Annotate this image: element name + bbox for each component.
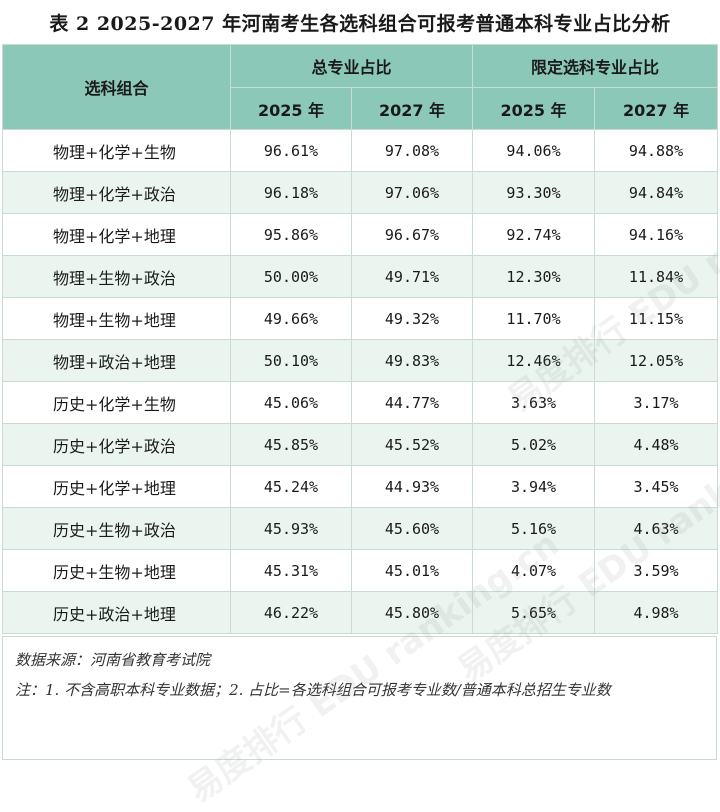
value-cell: 46.22% [230, 591, 352, 634]
value-cell: 45.06% [230, 381, 352, 424]
value-cell: 12.05% [594, 339, 719, 382]
value-cell: 96.61% [230, 129, 352, 172]
value-cell: 4.48% [594, 423, 719, 466]
value-cell: 45.24% [230, 465, 352, 508]
value-cell: 45.01% [350, 549, 474, 592]
table-row: 物理+政治+地理 50.10% 49.83% 12.46% 12.05% [2, 339, 719, 382]
header-combo: 选科组合 [2, 44, 231, 130]
value-cell: 11.70% [472, 297, 596, 340]
header-year: 2027 年 [594, 87, 719, 130]
table-row: 历史+政治+地理 46.22% 45.80% 5.65% 4.98% [2, 591, 719, 634]
combo-cell: 历史+政治+地理 [2, 591, 231, 634]
combo-cell: 历史+生物+政治 [2, 507, 231, 550]
value-cell: 44.93% [350, 465, 474, 508]
header-total-share: 总专业占比 [229, 44, 474, 88]
value-cell: 5.16% [472, 507, 596, 550]
source-note: 数据来源：河南省教育考试院 [15, 651, 211, 669]
value-cell: 11.15% [594, 297, 719, 340]
combo-cell: 物理+生物+地理 [2, 297, 231, 340]
table-row: 物理+生物+地理 49.66% 49.32% 11.70% 11.15% [2, 297, 719, 340]
combo-cell: 历史+化学+生物 [2, 381, 231, 424]
value-cell: 3.94% [472, 465, 596, 508]
combo-cell: 物理+化学+政治 [2, 171, 231, 214]
value-cell: 12.30% [472, 255, 596, 298]
table-row: 物理+生物+政治 50.00% 49.71% 12.30% 11.84% [2, 255, 719, 298]
footnote: 注：1. 不含高职本科专业数据；2. 占比=各选科组合可报考专业数/普通本科总招… [15, 681, 611, 699]
table-row: 历史+化学+政治 45.85% 45.52% 5.02% 4.48% [2, 423, 719, 466]
data-table: 选科组合 总专业占比 限定选科专业占比 2025 年 2027 年 2025 年… [2, 44, 719, 634]
value-cell: 96.67% [350, 213, 474, 256]
header-year: 2025 年 [230, 87, 352, 130]
value-cell: 50.10% [230, 339, 352, 382]
value-cell: 49.71% [350, 255, 474, 298]
header-year: 2025 年 [472, 87, 596, 130]
value-cell: 97.08% [350, 129, 474, 172]
value-cell: 94.16% [594, 213, 719, 256]
value-cell: 93.30% [472, 171, 596, 214]
value-cell: 4.07% [472, 549, 596, 592]
header-limited-share: 限定选科专业占比 [472, 44, 719, 88]
value-cell: 3.17% [594, 381, 719, 424]
combo-cell: 历史+化学+政治 [2, 423, 231, 466]
combo-cell: 历史+生物+地理 [2, 549, 231, 592]
value-cell: 12.46% [472, 339, 596, 382]
value-cell: 45.93% [230, 507, 352, 550]
combo-cell: 物理+化学+地理 [2, 213, 231, 256]
value-cell: 49.32% [350, 297, 474, 340]
notes-box: 数据来源：河南省教育考试院 注：1. 不含高职本科专业数据；2. 占比=各选科组… [2, 636, 717, 760]
value-cell: 45.80% [350, 591, 474, 634]
value-cell: 4.63% [594, 507, 719, 550]
value-cell: 5.65% [472, 591, 596, 634]
value-cell: 45.52% [350, 423, 474, 466]
value-cell: 50.00% [230, 255, 352, 298]
header-year: 2027 年 [350, 87, 474, 130]
value-cell: 3.63% [472, 381, 596, 424]
value-cell: 49.66% [230, 297, 352, 340]
value-cell: 95.86% [230, 213, 352, 256]
value-cell: 5.02% [472, 423, 596, 466]
value-cell: 49.83% [350, 339, 474, 382]
combo-cell: 物理+化学+生物 [2, 129, 231, 172]
table-row: 历史+生物+地理 45.31% 45.01% 4.07% 3.59% [2, 549, 719, 592]
table-row: 历史+化学+地理 45.24% 44.93% 3.94% 3.45% [2, 465, 719, 508]
value-cell: 92.74% [472, 213, 596, 256]
value-cell: 94.88% [594, 129, 719, 172]
value-cell: 11.84% [594, 255, 719, 298]
combo-cell: 历史+化学+地理 [2, 465, 231, 508]
value-cell: 94.84% [594, 171, 719, 214]
table-row: 物理+化学+生物 96.61% 97.08% 94.06% 94.88% [2, 129, 719, 172]
table-row: 历史+生物+政治 45.93% 45.60% 5.16% 4.63% [2, 507, 719, 550]
table-title: 表 2 2025-2027 年河南考生各选科组合可报考普通本科专业占比分析 [49, 12, 671, 35]
value-cell: 4.98% [594, 591, 719, 634]
value-cell: 94.06% [472, 129, 596, 172]
value-cell: 97.06% [350, 171, 474, 214]
table-row: 物理+化学+地理 95.86% 96.67% 92.74% 94.16% [2, 213, 719, 256]
value-cell: 3.45% [594, 465, 719, 508]
combo-cell: 物理+生物+政治 [2, 255, 231, 298]
value-cell: 96.18% [230, 171, 352, 214]
value-cell: 45.60% [350, 507, 474, 550]
value-cell: 44.77% [350, 381, 474, 424]
combo-cell: 物理+政治+地理 [2, 339, 231, 382]
table-row: 物理+化学+政治 96.18% 97.06% 93.30% 94.84% [2, 171, 719, 214]
value-cell: 45.85% [230, 423, 352, 466]
table-row: 历史+化学+生物 45.06% 44.77% 3.63% 3.17% [2, 381, 719, 424]
value-cell: 45.31% [230, 549, 352, 592]
value-cell: 3.59% [594, 549, 719, 592]
